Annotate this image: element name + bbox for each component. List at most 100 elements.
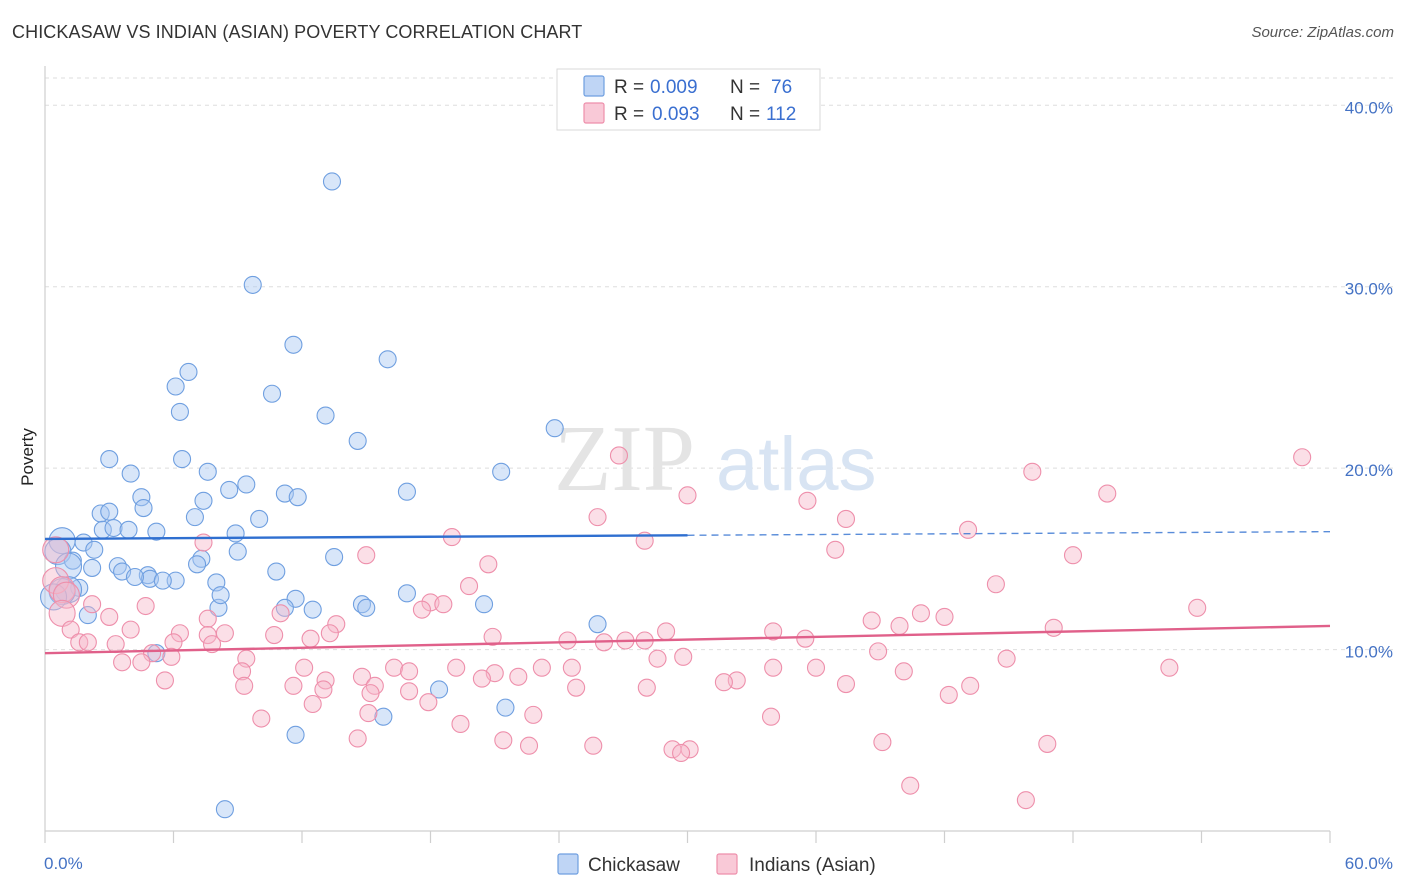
data-point	[121, 620, 140, 639]
data-point	[228, 542, 247, 561]
data-point	[1023, 462, 1042, 481]
legend-r-label-2: R =	[614, 104, 644, 125]
bottom-legend-label-chickasaw: Chickasaw	[588, 855, 680, 876]
data-point	[826, 540, 845, 559]
watermark-zip: ZIP	[554, 407, 695, 511]
data-point	[179, 362, 198, 382]
data-point	[48, 576, 76, 604]
data-point	[83, 595, 102, 614]
data-point	[288, 488, 307, 507]
data-point	[459, 577, 479, 596]
data-point	[322, 172, 342, 191]
data-point	[320, 624, 339, 643]
top-legend: R = 0.009 N = 76 R = 0.093 N = 112	[556, 68, 821, 131]
y-axis-title: Poverty	[18, 428, 37, 486]
x-tick-label-max: 60.0%	[1345, 854, 1393, 873]
data-point	[524, 705, 543, 724]
data-point	[348, 729, 367, 748]
data-point	[295, 658, 314, 677]
data-point	[714, 673, 733, 692]
data-point	[419, 693, 438, 712]
data-point	[113, 653, 132, 672]
data-point	[532, 658, 551, 677]
data-point	[412, 600, 431, 619]
data-point	[672, 743, 691, 763]
data-point	[961, 676, 980, 695]
data-point	[83, 558, 102, 577]
series-indians-asian	[42, 446, 1312, 810]
data-point	[894, 662, 913, 681]
data-point	[674, 647, 693, 666]
y-tick-label: 10.0%	[1345, 643, 1393, 662]
data-point	[48, 599, 76, 627]
data-point	[479, 555, 498, 574]
data-points	[40, 172, 1312, 819]
data-point	[1044, 618, 1063, 637]
data-point	[198, 609, 217, 628]
data-point	[657, 622, 676, 641]
data-point	[836, 509, 856, 528]
data-point	[78, 633, 97, 652]
watermark-atlas: atlas	[716, 422, 877, 507]
data-point	[558, 631, 577, 650]
data-point	[348, 431, 367, 450]
data-point	[873, 733, 892, 752]
chart-title: CHICKASAW VS INDIAN (ASIAN) POVERTY CORR…	[12, 22, 583, 42]
data-point	[211, 586, 230, 605]
data-point	[385, 658, 404, 677]
data-point	[100, 450, 119, 469]
data-point	[357, 598, 376, 617]
data-point	[42, 536, 70, 564]
data-point	[155, 671, 174, 690]
data-point	[494, 731, 513, 750]
data-point	[862, 611, 881, 630]
data-point	[314, 680, 333, 699]
source-label: Source: ZipAtlas.com	[1251, 24, 1394, 41]
data-point	[509, 667, 528, 686]
data-point	[588, 615, 607, 634]
data-point	[106, 635, 125, 654]
data-point	[327, 615, 346, 634]
data-point	[492, 462, 511, 481]
data-point	[1160, 658, 1179, 677]
data-point	[496, 698, 515, 717]
data-point	[901, 776, 920, 795]
legend-n-value-2: 112	[766, 104, 796, 125]
data-point	[359, 704, 378, 723]
data-point	[284, 335, 303, 354]
data-point	[215, 800, 234, 819]
data-point	[286, 725, 305, 744]
bottom-legend-swatch-indians-asian	[716, 853, 738, 875]
data-point	[959, 520, 978, 539]
y-tick-label: 20.0%	[1345, 461, 1393, 480]
data-point	[761, 707, 781, 726]
legend-r-value-1: 0.009	[650, 77, 698, 98]
data-point	[609, 446, 629, 465]
data-point	[104, 518, 123, 538]
bottom-legend: Chickasaw Indians (Asian)	[557, 853, 876, 876]
data-point	[162, 647, 181, 666]
trend-lines	[44, 530, 1331, 655]
data-point	[250, 509, 269, 528]
data-point	[153, 571, 172, 590]
bottom-legend-swatch-chickasaw	[557, 853, 579, 875]
data-point	[100, 607, 119, 626]
data-point	[1038, 734, 1057, 753]
data-point	[806, 658, 826, 677]
data-point	[198, 462, 217, 481]
data-point	[125, 567, 144, 587]
data-point	[252, 709, 271, 728]
data-point	[78, 606, 97, 625]
legend-n-label-1: N =	[730, 77, 760, 98]
data-point	[262, 384, 282, 403]
data-point	[271, 604, 290, 623]
data-point	[352, 667, 372, 686]
data-point	[562, 658, 581, 677]
trend-line-0	[44, 534, 688, 541]
data-point	[52, 581, 80, 609]
x-tick-label-min: 0.0%	[44, 854, 83, 873]
y-tick-label: 40.0%	[1345, 98, 1393, 117]
data-point	[890, 616, 909, 636]
data-point	[935, 607, 954, 626]
legend-r-label-1: R =	[614, 77, 644, 98]
